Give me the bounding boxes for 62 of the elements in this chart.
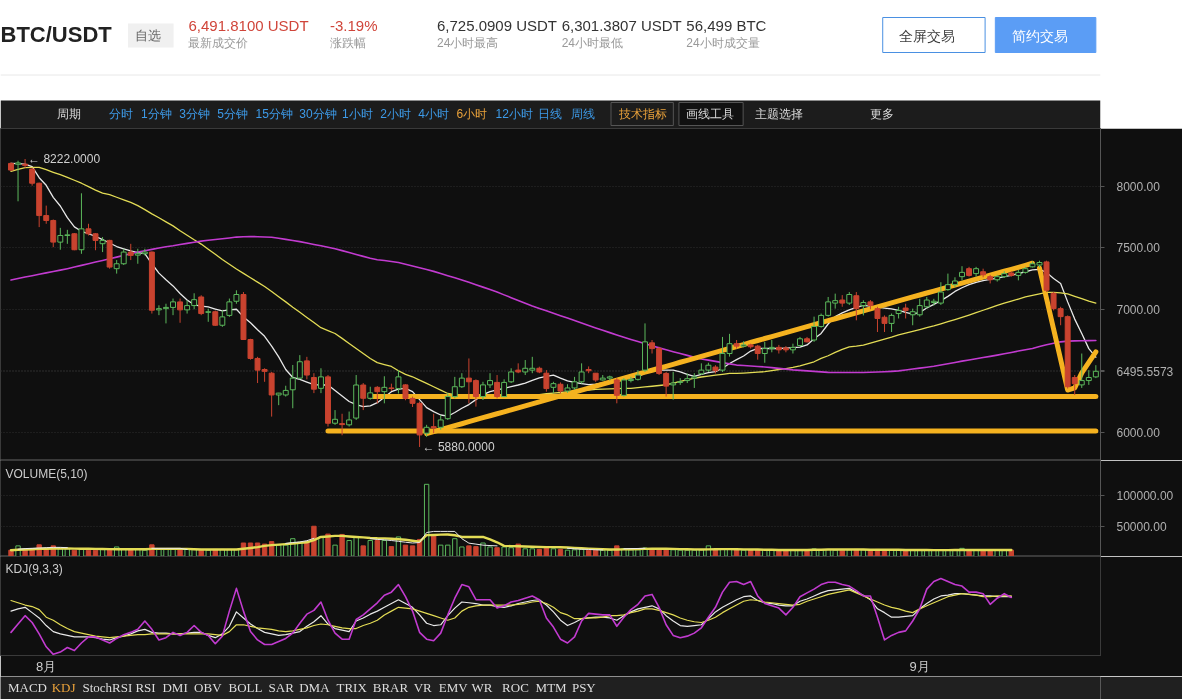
- text: 分时: [109, 106, 134, 121]
- text: OBV: [194, 680, 223, 695]
- text: 1小时: [342, 106, 373, 121]
- text: DMA: [299, 680, 331, 695]
- annotation: ← 8222.0000: [28, 151, 101, 166]
- text: 4小时: [418, 106, 450, 121]
- text: 最新成交价: [188, 35, 249, 50]
- text: 6小时: [456, 106, 488, 121]
- text: 24小时成交量: [686, 35, 760, 50]
- text: BTC/USDT: [0, 22, 113, 47]
- text: 15分钟: [255, 106, 293, 121]
- text: -3.19%: [329, 17, 378, 34]
- text: 更多: [869, 106, 894, 121]
- x-tick-label: 8月: [36, 658, 57, 674]
- text: KDJ: [51, 680, 76, 695]
- text: 56,499 BTC: [686, 17, 767, 34]
- text: 周线: [570, 106, 595, 121]
- text: 主题选择: [755, 106, 804, 121]
- text: 6,301.3807 USDT: [561, 17, 682, 34]
- text: 3分钟: [179, 106, 210, 121]
- text: 24小时最高: [436, 35, 499, 50]
- y-tick-label: 6000.00: [1116, 425, 1161, 440]
- text: 6,725.0909 USDT: [436, 17, 558, 34]
- text: BOLL: [228, 680, 263, 695]
- text: StochRSI: [82, 680, 133, 695]
- text: SAR: [268, 680, 295, 695]
- text: MACD: [7, 680, 47, 695]
- text: 12小时: [495, 106, 533, 121]
- text: 5分钟: [217, 106, 249, 121]
- text: RSI: [135, 680, 156, 695]
- text: DMI: [162, 680, 188, 695]
- text: 全屏交易: [898, 27, 955, 44]
- chart-title: KDJ(9,3,3): [5, 561, 63, 576]
- text: 自选: [135, 28, 162, 43]
- text: 1分钟: [141, 106, 172, 121]
- text: BRAR: [372, 680, 409, 695]
- text: 30分钟: [299, 106, 337, 121]
- y-tick-label: 7000.00: [1116, 302, 1161, 317]
- text: 6,491.8100 USDT: [188, 17, 309, 34]
- text: 画线工具: [686, 106, 735, 121]
- text: 24小时最低: [561, 35, 624, 50]
- y-tick-label: 6495.5573: [1116, 364, 1174, 379]
- text: 日线: [538, 106, 563, 121]
- text: 涨跌幅: [329, 35, 366, 50]
- text: ROC: [502, 680, 529, 695]
- y-tick-label: 8000.00: [1116, 179, 1161, 194]
- text: MTM: [535, 680, 568, 695]
- y-tick-label: 50000.00: [1116, 519, 1167, 534]
- y-tick-label: 7500.00: [1116, 241, 1161, 256]
- text: TRIX: [336, 680, 368, 695]
- text: WR: [471, 680, 493, 695]
- annotation: ← 5880.0000: [422, 439, 495, 454]
- text: 2小时: [380, 106, 411, 121]
- text: 简约交易: [1012, 27, 1069, 44]
- x-tick-label: 9月: [909, 658, 930, 674]
- text: 技术指标: [618, 106, 668, 121]
- text: VOLUME(5,10): [5, 466, 88, 481]
- y-tick-label: 100000.00: [1116, 489, 1174, 504]
- text: 周期: [57, 106, 82, 121]
- text: VR: [413, 680, 433, 695]
- text: PSY: [571, 680, 597, 695]
- text: EMV: [438, 680, 469, 695]
